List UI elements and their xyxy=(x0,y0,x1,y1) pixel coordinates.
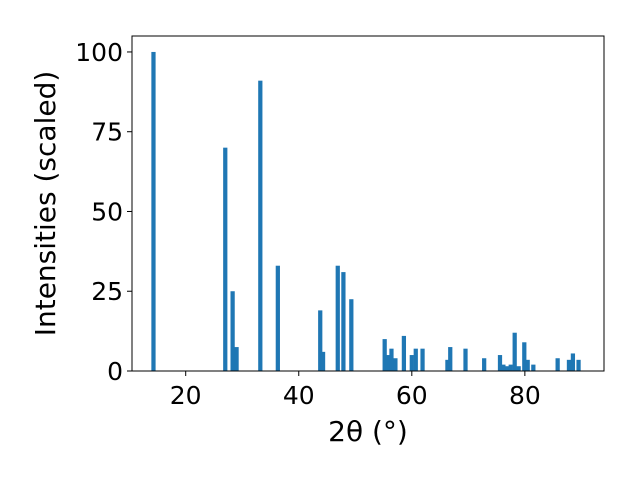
bar xyxy=(258,80,263,372)
bar xyxy=(570,353,576,371)
x-tick-label: 40 xyxy=(283,381,315,410)
bar xyxy=(349,299,354,371)
bar xyxy=(341,272,346,371)
plot-frame xyxy=(131,35,605,372)
bar xyxy=(482,358,487,371)
bars-group xyxy=(151,51,581,372)
bar xyxy=(413,348,418,371)
bar xyxy=(525,359,530,371)
bar xyxy=(497,355,503,371)
bar xyxy=(555,358,560,371)
y-tick-label: 100 xyxy=(75,38,123,67)
bar xyxy=(389,348,394,371)
x-axis-label: 2θ (°) xyxy=(328,415,408,448)
x-axis: 20 40 60 80 xyxy=(170,371,541,410)
bar xyxy=(522,342,527,371)
bar xyxy=(505,366,510,371)
bar xyxy=(393,358,398,371)
y-axis: 0 25 50 75 100 xyxy=(75,38,132,386)
bar xyxy=(234,347,239,371)
y-axis-label: Intensities (scaled) xyxy=(29,71,62,337)
y-tick-label: 50 xyxy=(91,197,123,226)
bar xyxy=(230,291,235,371)
bar xyxy=(420,348,425,371)
bar xyxy=(566,359,572,371)
y-tick-label: 0 xyxy=(107,357,123,386)
bar xyxy=(501,364,506,371)
bar xyxy=(401,335,407,371)
bar xyxy=(151,51,156,371)
x-tick-label: 20 xyxy=(170,381,202,410)
bar xyxy=(223,147,228,371)
y-tick-label: 25 xyxy=(91,277,123,306)
bar xyxy=(409,355,414,371)
bar xyxy=(318,310,323,371)
bar xyxy=(576,359,581,371)
bar xyxy=(512,332,517,371)
bar xyxy=(320,351,326,371)
bar xyxy=(382,339,387,371)
bar xyxy=(531,364,536,371)
bar xyxy=(508,364,513,371)
bar xyxy=(275,265,280,371)
x-tick-label: 60 xyxy=(396,381,428,410)
bar xyxy=(385,355,391,371)
bar xyxy=(463,348,468,371)
bar xyxy=(516,366,521,371)
bar xyxy=(335,265,340,371)
x-tick-label: 80 xyxy=(509,381,541,410)
bar xyxy=(448,347,453,371)
y-tick-label: 75 xyxy=(91,118,123,147)
bar xyxy=(445,359,450,371)
